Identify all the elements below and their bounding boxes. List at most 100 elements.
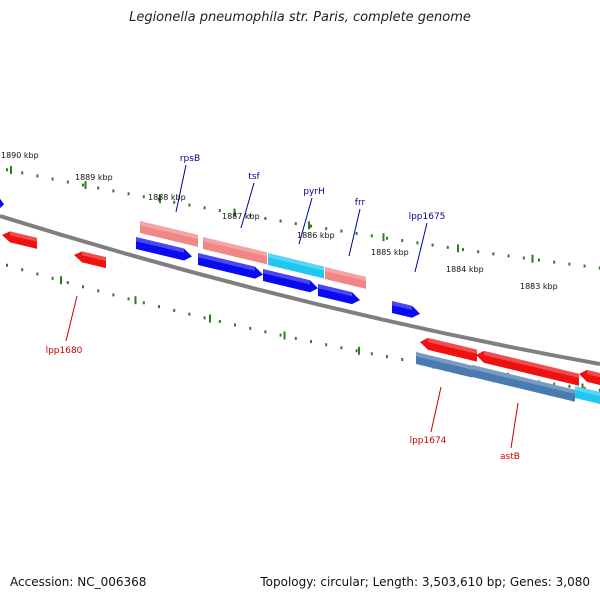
tick-dot bbox=[173, 200, 176, 204]
gene-feature-lpp1680 bbox=[74, 251, 106, 269]
gene-feature-rpsB bbox=[136, 237, 192, 261]
tick-label: 1887 kbp bbox=[222, 212, 260, 221]
tick-dot bbox=[188, 203, 191, 207]
gene-feature-pyrH bbox=[263, 269, 318, 293]
tick-dot bbox=[112, 189, 115, 193]
backbone-line bbox=[0, 214, 600, 366]
tick-dot bbox=[370, 234, 373, 238]
tick-label: 1888 kbp bbox=[148, 193, 186, 202]
tick-dot bbox=[325, 227, 328, 231]
tick-dot bbox=[127, 297, 130, 301]
tick-dot bbox=[127, 192, 130, 196]
tick-dot bbox=[264, 216, 267, 220]
tick-dot bbox=[188, 312, 191, 316]
tick-dot bbox=[36, 174, 39, 178]
tick-dot bbox=[553, 260, 556, 264]
tick-dot bbox=[568, 262, 571, 266]
tick-dot bbox=[142, 301, 145, 305]
tick-dot bbox=[66, 180, 69, 184]
tick-dot bbox=[36, 272, 39, 276]
gene-feature-rpsB-rna bbox=[140, 221, 198, 247]
tick-dot bbox=[21, 268, 24, 272]
major-tick bbox=[382, 233, 385, 242]
tick-dot bbox=[477, 250, 480, 254]
gene-feature-tsf bbox=[198, 253, 263, 279]
gene-feature-edge-red-right bbox=[579, 369, 600, 386]
tick-dot bbox=[431, 243, 434, 247]
tick-dot bbox=[386, 236, 388, 240]
gene-feature-edge-blue bbox=[0, 198, 4, 209]
tick-label: 1885 kbp bbox=[371, 248, 409, 257]
major-tick bbox=[209, 314, 211, 323]
tick-label: 1890 kbp bbox=[1, 151, 39, 160]
gene-label-leader bbox=[430, 386, 442, 433]
tick-dot bbox=[446, 245, 449, 249]
feature-layer bbox=[0, 198, 600, 404]
tick-dot bbox=[203, 316, 206, 320]
tick-dot bbox=[249, 326, 252, 330]
gene-label-leader bbox=[65, 295, 78, 342]
tick-dot bbox=[173, 308, 176, 312]
tick-dot bbox=[82, 285, 84, 289]
major-tick bbox=[531, 254, 534, 263]
tick-dot bbox=[158, 305, 160, 309]
major-tick bbox=[457, 244, 459, 253]
tick-dot bbox=[355, 231, 358, 235]
tick-label: 1883 kbp bbox=[520, 282, 558, 291]
gene-label-pyrH: pyrH bbox=[303, 187, 325, 197]
tick-dot bbox=[294, 336, 297, 340]
gene-feature-tsf-rna bbox=[203, 237, 267, 265]
gene-feature-edge-cyan bbox=[575, 386, 600, 404]
tick-dot bbox=[401, 357, 404, 361]
tick-dot bbox=[218, 209, 221, 213]
tick-dot bbox=[218, 319, 221, 323]
gene-feature-astB bbox=[476, 350, 579, 386]
tick-dot bbox=[325, 343, 328, 347]
tick-dot bbox=[234, 323, 236, 327]
tick-dot bbox=[279, 333, 282, 337]
tick-dot bbox=[51, 177, 54, 181]
tick-dot bbox=[203, 206, 206, 210]
tick-dot bbox=[21, 171, 24, 175]
tick-label: 1886 kbp bbox=[297, 231, 335, 240]
major-tick bbox=[283, 331, 286, 340]
tick-dot bbox=[279, 219, 282, 223]
tick-dot bbox=[82, 183, 84, 187]
major-tick bbox=[581, 383, 584, 392]
tick-dot bbox=[370, 352, 373, 356]
major-tick bbox=[60, 276, 62, 285]
tick-dot bbox=[583, 264, 586, 268]
tick-dot bbox=[66, 281, 69, 285]
tick-dot bbox=[462, 248, 464, 252]
gene-label-leader bbox=[348, 208, 361, 257]
tick-dot bbox=[310, 340, 312, 344]
gene-label-rpsB: rpsB bbox=[180, 154, 200, 164]
gene-label-frr: frr bbox=[355, 198, 366, 208]
tick-dot bbox=[355, 349, 358, 353]
gene-label-astB: astB bbox=[500, 452, 520, 462]
gene-label-lpp1674: lpp1674 bbox=[410, 436, 447, 446]
tick-dot bbox=[401, 239, 404, 243]
gene-feature-astB-rna bbox=[472, 365, 575, 402]
gene-label-lpp1675: lpp1675 bbox=[409, 212, 446, 222]
tick-dot bbox=[553, 382, 556, 386]
tick-dot bbox=[522, 256, 525, 260]
label-layer: rpsB tsf pyrH frr lpp1675 lpp1680 lpp1674 astB bbox=[46, 154, 520, 462]
tick-dot bbox=[294, 222, 297, 226]
tick-dot bbox=[6, 168, 8, 172]
major-tick bbox=[308, 221, 310, 230]
major-tick bbox=[10, 166, 12, 175]
tick-dot bbox=[310, 224, 312, 228]
tick-dot bbox=[340, 346, 343, 350]
gene-feature-lpp1675 bbox=[392, 301, 420, 318]
tick-dot bbox=[507, 254, 510, 258]
tick-dot bbox=[598, 266, 600, 270]
major-tick bbox=[159, 195, 161, 204]
tick-label: 1884 kbp bbox=[446, 265, 484, 274]
gene-feature-lpp1674 bbox=[420, 337, 477, 362]
tick-dot bbox=[538, 258, 540, 262]
tick-dot bbox=[6, 263, 8, 267]
tick-dot bbox=[97, 289, 100, 293]
